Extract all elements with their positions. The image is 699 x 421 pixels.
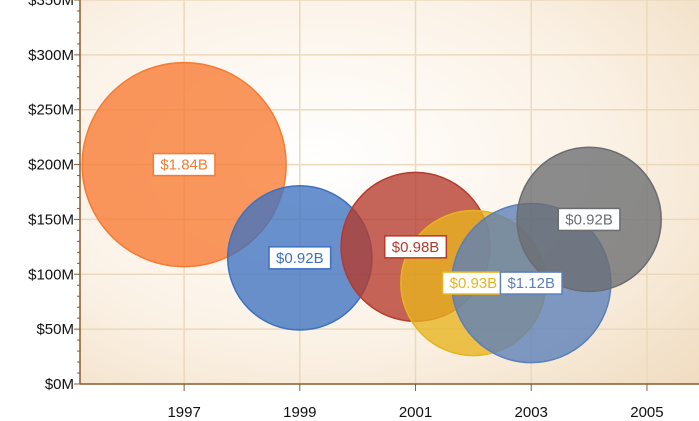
x-tick-label: 2001	[399, 404, 432, 421]
axes: $0M $50M $100M $150M $200M $250M $300M $350M 199…	[28, 0, 699, 421]
bubble-label: $0.92B	[276, 250, 324, 267]
bubble-label: $1.84B	[160, 157, 208, 174]
bubble-label: $0.98B	[392, 239, 440, 256]
x-tick-label: 2003	[515, 404, 548, 421]
y-tick-label: $150M	[28, 211, 74, 228]
y-tick-label: $0M	[45, 376, 74, 393]
x-tick-label: 2005	[630, 404, 663, 421]
y-tick-label: $300M	[28, 47, 74, 64]
bubble-label: $1.12B	[507, 275, 555, 292]
bubble-label: $0.93B	[450, 275, 498, 292]
x-tick-label: 1997	[167, 404, 200, 421]
bubble-label-box	[499, 271, 563, 295]
bubble-label-box	[268, 246, 332, 270]
bubble-label-box	[557, 207, 621, 232]
y-tick-label: $200M	[28, 157, 74, 174]
bubble-label-box	[152, 152, 216, 177]
y-tick-label: $250M	[28, 102, 74, 119]
y-tick-label: $350M	[28, 0, 74, 9]
bubble-label: $0.92B	[565, 211, 613, 228]
y-tick-label: $50M	[36, 321, 74, 338]
x-tick-label: 1999	[283, 404, 316, 421]
bubble-label-box	[383, 235, 448, 259]
bubble-labels: $1.84B $0.92B $0.98B $0.93B $1.12B $0.92B	[152, 152, 621, 295]
y-tick-label: $100M	[28, 266, 74, 283]
